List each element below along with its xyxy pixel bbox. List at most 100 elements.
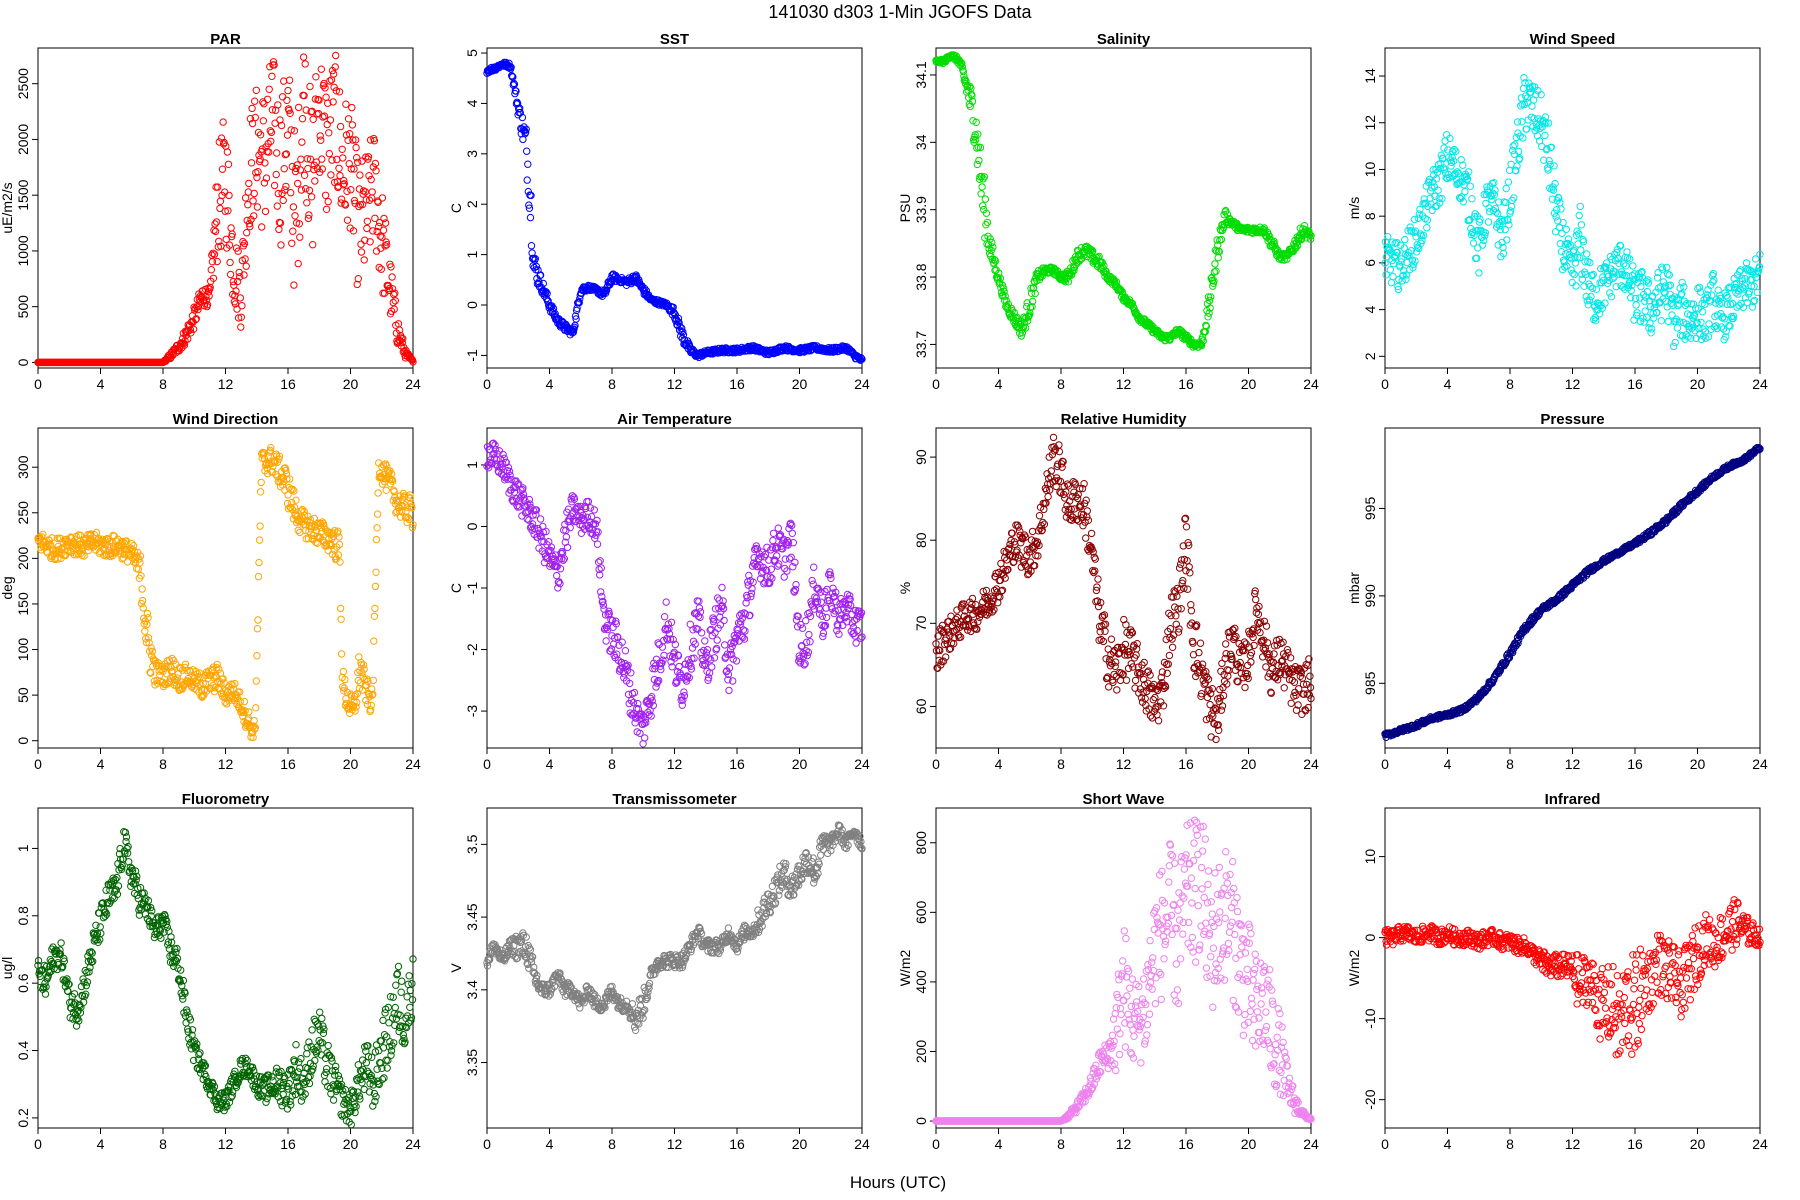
data-point [290, 127, 299, 135]
y-tick-label: 300 [15, 455, 31, 479]
data-point [246, 115, 255, 123]
data-point [297, 155, 305, 163]
data-point [277, 241, 285, 249]
y-tick-label: 34 [913, 134, 929, 150]
data-point [1518, 118, 1526, 126]
data-point [1528, 102, 1536, 110]
x-tick-label: 24 [405, 376, 421, 392]
y-tick-label: 200 [15, 546, 31, 570]
data-point [339, 667, 347, 676]
data-point [1551, 228, 1560, 236]
data-point [233, 305, 241, 313]
data-point [344, 136, 352, 145]
y-tick-label: -3 [464, 705, 480, 718]
y-tick-label: 34.1 [913, 61, 929, 88]
data-point [234, 314, 243, 322]
data-point [328, 156, 336, 164]
data-point [327, 171, 335, 179]
data-point [368, 188, 376, 196]
data-point [221, 207, 229, 215]
series-air-temperature [483, 439, 866, 748]
data-point [1657, 317, 1666, 325]
data-point [399, 335, 407, 343]
data-point [261, 159, 269, 167]
data-point [512, 87, 520, 95]
data-point [370, 137, 379, 145]
data-point [378, 194, 387, 202]
data-point [382, 238, 390, 246]
data-point [256, 155, 264, 163]
data-point [298, 138, 306, 146]
data-point [189, 325, 198, 333]
data-point [339, 181, 347, 189]
y-tick-label: 33.7 [913, 331, 929, 358]
data-point [572, 315, 580, 323]
data-point [256, 522, 264, 530]
y-tick-label: 90 [913, 449, 929, 465]
data-point [1211, 260, 1219, 268]
data-point [309, 241, 317, 249]
data-point [374, 198, 382, 207]
data-point [286, 109, 294, 118]
y-tick-label: 100 [15, 638, 31, 662]
data-point [1592, 285, 1601, 293]
data-point [237, 323, 245, 331]
data-point [277, 121, 286, 130]
data-point [240, 271, 248, 279]
data-point [305, 186, 314, 195]
data-point [136, 559, 144, 567]
data-point [725, 686, 733, 695]
data-point [231, 679, 239, 688]
data-point [219, 118, 227, 126]
data-point [523, 147, 531, 155]
data-point [597, 564, 605, 572]
data-point [1131, 676, 1140, 685]
y-tick-label: -1 [464, 582, 480, 595]
panel-title: Salinity [1097, 31, 1151, 48]
x-tick-label: 16 [280, 376, 296, 392]
data-point [316, 132, 324, 140]
data-point [388, 273, 396, 281]
data-point [207, 266, 216, 274]
data-point [347, 165, 355, 173]
data-point [575, 298, 583, 306]
data-point [348, 103, 356, 112]
data-point [344, 115, 353, 123]
data-point [398, 334, 406, 342]
data-point [1186, 569, 1194, 577]
data-point [254, 572, 263, 581]
data-point [272, 170, 280, 179]
data-point [211, 220, 219, 228]
data-point [252, 86, 260, 95]
data-point [203, 301, 212, 309]
data-point [701, 637, 709, 645]
data-point [355, 202, 363, 211]
data-point [227, 224, 235, 232]
y-axis-label: m/s [1346, 197, 1362, 220]
data-point [525, 201, 533, 209]
data-point [373, 524, 381, 532]
y-tick-label: 1500 [15, 179, 31, 210]
y-tick-label: 6 [1362, 259, 1378, 267]
data-point [596, 557, 604, 565]
data-point [253, 203, 262, 211]
data-point [372, 535, 381, 544]
data-point [978, 183, 986, 191]
data-point [1187, 601, 1195, 609]
data-point [376, 232, 384, 240]
x-tick-label: 24 [1303, 756, 1319, 772]
data-point [597, 588, 605, 596]
data-point [1577, 246, 1585, 254]
data-point [273, 202, 281, 210]
data-point [346, 130, 354, 138]
data-point [287, 189, 295, 197]
y-tick-label: 12 [1362, 115, 1378, 131]
series-salinity [932, 51, 1315, 351]
data-point [265, 85, 273, 94]
data-point [1083, 507, 1092, 515]
data-point [304, 214, 313, 223]
data-point [569, 328, 578, 336]
